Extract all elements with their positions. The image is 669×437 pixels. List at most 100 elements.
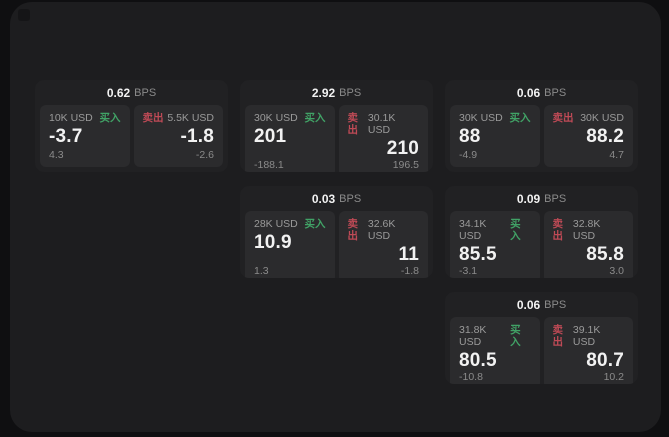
sell-tile[interactable]: 卖出 30K USD 88.2 4.7: [543, 105, 633, 167]
buy-price: 80.5: [459, 350, 497, 371]
sell-label: 卖出: [347, 218, 359, 242]
sell-label: 卖出: [552, 112, 574, 124]
sell-tile[interactable]: 卖出 30.1K USD 210 196.5: [338, 105, 428, 172]
bps-unit-label: BPS: [134, 86, 157, 99]
sell-delta: 4.7: [609, 149, 624, 161]
quote-card: 0.09 BPS 34.1K USD 买入 85.5 -3.1 卖出 32.8K…: [445, 186, 638, 278]
bps-unit-label: BPS: [339, 192, 362, 205]
buy-size: 34.1K USD: [459, 218, 487, 242]
sell-tile-header: 卖出 32.6K USD: [348, 218, 420, 242]
sell-size: 32.6K USD: [367, 218, 396, 242]
bps-value: 0.06: [516, 85, 541, 100]
buy-tile[interactable]: 30K USD 买入 88 -4.9: [450, 105, 540, 167]
quote-card: 0.03 BPS 28K USD 买入 10.9 1.3 卖出 32.6K US…: [240, 186, 433, 278]
sell-label: 卖出: [142, 112, 164, 124]
sell-price: 210: [386, 138, 419, 159]
sell-price: 11: [398, 244, 419, 265]
bps-unit-label: BPS: [544, 86, 567, 99]
sell-tile-header: 卖出 30K USD: [553, 112, 625, 124]
sell-delta: 196.5: [392, 159, 419, 171]
sell-label: 卖出: [552, 218, 564, 242]
quote-card: 2.92 BPS 30K USD 买入 201 -188.1 卖出 30.1K …: [240, 80, 433, 172]
buy-size: 30K USD: [254, 112, 298, 124]
quote-card-body: 34.1K USD 买入 85.5 -3.1 卖出 32.8K USD 85.8…: [445, 211, 638, 278]
buy-tile-header: 30K USD 买入: [254, 112, 326, 124]
app-logo-icon: [18, 9, 30, 21]
buy-tile-header: 34.1K USD 买入: [459, 218, 531, 242]
buy-label: 买入: [304, 218, 326, 230]
buy-tile[interactable]: 31.8K USD 买入 80.5 -10.8: [450, 317, 540, 384]
buy-size: 28K USD: [254, 218, 298, 230]
sell-price: -1.8: [180, 126, 214, 147]
bps-header: 0.62 BPS: [35, 80, 228, 105]
buy-delta: -188.1: [254, 159, 284, 171]
buy-delta: -4.9: [459, 149, 478, 161]
buy-size: 30K USD: [459, 112, 503, 124]
buy-price: 10.9: [254, 232, 292, 253]
buy-label: 买入: [510, 324, 521, 348]
buy-tile-header: 10K USD 买入: [49, 112, 121, 124]
sell-tile[interactable]: 卖出 5.5K USD -1.8 -2.6: [133, 105, 223, 167]
quote-card-body: 30K USD 买入 201 -188.1 卖出 30.1K USD 210 1…: [240, 105, 433, 172]
buy-tile[interactable]: 34.1K USD 买入 85.5 -3.1: [450, 211, 540, 278]
buy-label: 买入: [99, 112, 121, 124]
bps-value: 0.09: [516, 191, 541, 206]
sell-size: 39.1K USD: [572, 324, 601, 348]
buy-tile-header: 28K USD 买入: [254, 218, 326, 230]
sell-price: 88.2: [586, 126, 624, 147]
sell-delta: -2.6: [195, 149, 214, 161]
buy-price: 201: [254, 126, 287, 147]
sell-tile[interactable]: 卖出 32.8K USD 85.8 3.0: [543, 211, 633, 278]
bps-header: 0.09 BPS: [445, 186, 638, 211]
buy-label: 买入: [510, 218, 521, 242]
quote-card: 0.06 BPS 30K USD 买入 88 -4.9 卖出 30K USD 8…: [445, 80, 638, 172]
sell-tile[interactable]: 卖出 39.1K USD 80.7 10.2: [543, 317, 633, 384]
sell-delta: -1.8: [400, 265, 419, 277]
bps-value: 2.92: [311, 85, 336, 100]
bps-header: 0.06 BPS: [445, 292, 638, 317]
quote-card-body: 10K USD 买入 -3.7 4.3 卖出 5.5K USD -1.8 -2.…: [35, 105, 228, 172]
buy-size: 10K USD: [49, 112, 93, 124]
buy-tile-header: 31.8K USD 买入: [459, 324, 531, 348]
bps-value: 0.62: [106, 85, 131, 100]
buy-size: 31.8K USD: [459, 324, 487, 348]
buy-tile[interactable]: 30K USD 买入 201 -188.1: [245, 105, 335, 172]
buy-price: -3.7: [49, 126, 83, 147]
buy-tile[interactable]: 10K USD 买入 -3.7 4.3: [40, 105, 130, 167]
buy-tile[interactable]: 28K USD 买入 10.9 1.3: [245, 211, 335, 278]
quote-card-body: 30K USD 买入 88 -4.9 卖出 30K USD 88.2 4.7: [445, 105, 638, 172]
sell-delta: 10.2: [603, 371, 624, 383]
quote-card: 0.06 BPS 31.8K USD 买入 80.5 -10.8 卖出 39.1…: [445, 292, 638, 384]
sell-tile-header: 卖出 5.5K USD: [143, 112, 215, 124]
bps-unit-label: BPS: [544, 298, 567, 311]
buy-delta: 4.3: [49, 149, 64, 161]
bps-unit-label: BPS: [544, 192, 567, 205]
bps-value: 0.06: [516, 297, 541, 312]
sell-tile[interactable]: 卖出 32.6K USD 11 -1.8: [338, 211, 428, 278]
sell-label: 卖出: [347, 112, 359, 136]
sell-size: 30.1K USD: [367, 112, 396, 136]
quotes-grid: 0.62 BPS 10K USD 买入 -3.7 4.3 卖出 5.5K USD…: [35, 80, 638, 384]
sell-label: 卖出: [552, 324, 564, 348]
bps-header: 0.03 BPS: [240, 186, 433, 211]
sell-tile-header: 卖出 30.1K USD: [348, 112, 420, 136]
sell-tile-header: 卖出 32.8K USD: [553, 218, 625, 242]
main-panel: 0.62 BPS 10K USD 买入 -3.7 4.3 卖出 5.5K USD…: [10, 2, 661, 432]
quote-card-body: 31.8K USD 买入 80.5 -10.8 卖出 39.1K USD 80.…: [445, 317, 638, 384]
sell-delta: 3.0: [609, 265, 624, 277]
sell-size: 5.5K USD: [167, 112, 214, 124]
quote-card-body: 28K USD 买入 10.9 1.3 卖出 32.6K USD 11 -1.8: [240, 211, 433, 278]
buy-label: 买入: [509, 112, 531, 124]
buy-delta: -10.8: [459, 371, 483, 383]
buy-price: 88: [459, 126, 481, 147]
bps-header: 0.06 BPS: [445, 80, 638, 105]
bps-header: 2.92 BPS: [240, 80, 433, 105]
sell-price: 85.8: [586, 244, 624, 265]
quote-card: 0.62 BPS 10K USD 买入 -3.7 4.3 卖出 5.5K USD…: [35, 80, 228, 172]
sell-size: 32.8K USD: [572, 218, 601, 242]
buy-price: 85.5: [459, 244, 497, 265]
sell-size: 30K USD: [580, 112, 624, 124]
sell-tile-header: 卖出 39.1K USD: [553, 324, 625, 348]
buy-label: 买入: [304, 112, 326, 124]
bps-unit-label: BPS: [339, 86, 362, 99]
